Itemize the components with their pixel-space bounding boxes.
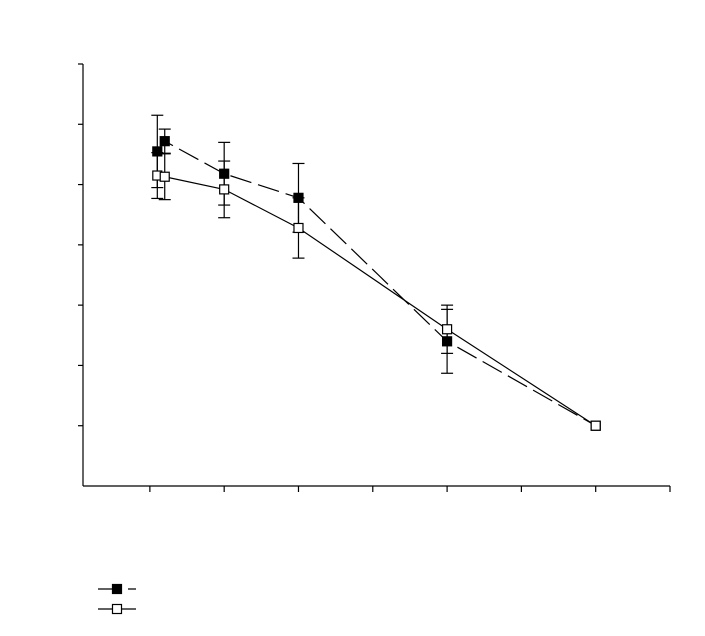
axes <box>78 63 671 492</box>
series-2-point <box>441 324 453 335</box>
series-1-point <box>219 168 230 179</box>
series-2-point <box>159 171 170 182</box>
series-1-point <box>441 336 453 347</box>
series-2-point <box>219 184 230 195</box>
legend <box>98 583 136 615</box>
series-1-point <box>293 192 304 203</box>
series-lines <box>156 140 597 427</box>
data-markers <box>152 136 601 431</box>
series-2-line <box>157 174 597 427</box>
legend-marker-series-1 <box>111 583 123 595</box>
series-1-point <box>159 136 170 147</box>
series-1-point <box>152 146 163 157</box>
series-2-point <box>590 420 601 431</box>
legend-marker-series-2 <box>111 603 123 615</box>
error-bars <box>151 114 454 374</box>
series-2-point <box>293 222 304 234</box>
